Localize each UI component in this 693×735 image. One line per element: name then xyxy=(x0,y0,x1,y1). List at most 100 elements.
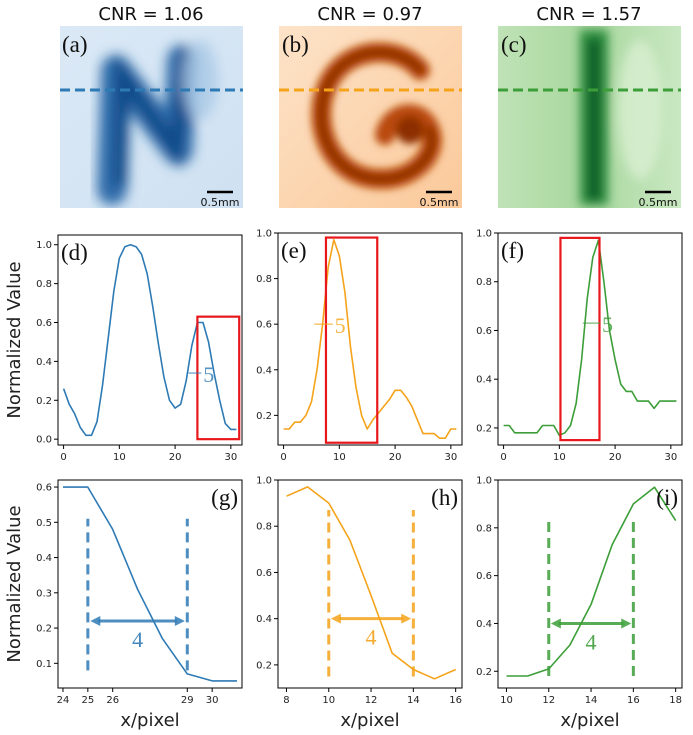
series-line xyxy=(62,243,237,437)
series-line xyxy=(286,486,457,680)
x-tick-label: 24 xyxy=(57,695,70,706)
y-tick-label: 0.2 xyxy=(256,660,272,671)
y-tick-label: 0.8 xyxy=(476,523,492,534)
series-line xyxy=(506,486,677,677)
zoom-panel-h: 8 10 12 14 16 0.2 0.4 0.6 0.8 1.0 4 (h) x/pixel xyxy=(256,476,463,731)
image-b: (b) 0.5mm xyxy=(279,26,462,209)
y-tick-label: 0.6 xyxy=(476,571,492,582)
x-tick-label: 0 xyxy=(60,452,66,463)
image-a: (a) 0.5mm xyxy=(60,26,243,208)
x-tick-label: 25 xyxy=(81,695,94,706)
width-arrow-head-right xyxy=(401,613,412,624)
panel-letter: (e) xyxy=(281,238,307,263)
roi-box xyxy=(324,236,379,444)
x-tick-label: 30 xyxy=(664,452,677,463)
scale-label-c: 0.5mm xyxy=(639,196,678,209)
axes-frame xyxy=(277,232,463,446)
x-tick-label: 30 xyxy=(206,695,219,706)
x-tick-label: 12 xyxy=(542,695,555,706)
cnr-title-b: CNR = 0.97 xyxy=(317,4,422,25)
y-tick-label: 0.1 xyxy=(36,659,52,670)
x-axis-label: x/pixel xyxy=(120,710,179,731)
width-label: 5 xyxy=(602,312,613,337)
x-tick-label: 10 xyxy=(333,452,346,463)
width-arrow-head-left xyxy=(330,613,341,624)
axes-frame xyxy=(277,479,463,689)
y-tick-label: 0.4 xyxy=(36,553,52,564)
x-tick-label: 10 xyxy=(113,452,126,463)
roi-box xyxy=(196,315,241,441)
axes-frame xyxy=(57,479,243,689)
x-tick-label: 10 xyxy=(500,695,513,706)
y-tick-label: 0.8 xyxy=(476,277,492,288)
width-arrow-head-right xyxy=(621,618,632,629)
panel-letter-b: (b) xyxy=(282,32,309,57)
series-line xyxy=(63,486,237,682)
y-tick-label: 0.4 xyxy=(256,365,272,376)
y-tick-label: 1.0 xyxy=(256,476,272,487)
width-label: 5 xyxy=(203,362,214,387)
x-tick-label: 0 xyxy=(500,452,506,463)
y-tick-label: 0.8 xyxy=(36,279,52,290)
cnr-title-c: CNR = 1.57 xyxy=(536,4,641,25)
series-line xyxy=(503,239,677,437)
x-tick-label: 0 xyxy=(280,452,286,463)
x-tick-label: 20 xyxy=(169,452,182,463)
x-tick-label: 29 xyxy=(181,695,194,706)
x-tick-label: 20 xyxy=(609,452,622,463)
x-tick-label: 16 xyxy=(627,695,640,706)
panel-letter-a: (a) xyxy=(62,32,88,57)
y-tick-label: 1.0 xyxy=(256,229,272,240)
width-label: 4 xyxy=(586,629,597,654)
x-tick-label: 14 xyxy=(585,695,598,706)
cnr-title-a: CNR = 1.06 xyxy=(98,4,203,25)
y-tick-label: 0.0 xyxy=(36,435,52,446)
width-label: 4 xyxy=(132,627,143,652)
y-tick-label: 0.2 xyxy=(476,423,492,434)
y-tick-label: 0.8 xyxy=(256,522,272,533)
y-tick-label: 0.6 xyxy=(36,318,52,329)
x-tick-label: 12 xyxy=(365,695,378,706)
panel-letter: (d) xyxy=(61,240,88,265)
y-tick-label: 0.2 xyxy=(36,624,52,635)
series-line xyxy=(283,239,457,439)
profile-panel-e: 0 10 20 30 0.2 0.4 0.6 0.8 1.0 5 (e) xyxy=(256,229,463,463)
y-tick-label: 0.6 xyxy=(256,568,272,579)
x-axis-label: x/pixel xyxy=(340,710,399,731)
panel-letter: (f) xyxy=(501,238,524,263)
x-tick-label: 14 xyxy=(407,695,420,706)
y-tick-label: 0.4 xyxy=(476,619,492,630)
y-tick-label: 0.3 xyxy=(36,588,52,599)
y-tick-label: 0.6 xyxy=(256,320,272,331)
panel-letter: (i) xyxy=(656,485,678,510)
x-tick-label: 30 xyxy=(224,452,237,463)
profile-panel-f: 0 10 20 30 0.2 0.4 0.6 0.8 1.0 5 (f) xyxy=(476,229,683,463)
x-tick-label: 10 xyxy=(322,695,335,706)
y-tick-label: 0.4 xyxy=(256,614,272,625)
width-label: 5 xyxy=(335,313,346,338)
y-tick-label: 0.2 xyxy=(256,411,272,422)
image-c: (c) 0.5mm xyxy=(498,26,681,209)
scale-label-b: 0.5mm xyxy=(420,196,459,209)
y-tick-label: 1.0 xyxy=(476,229,492,240)
y-tick-label: 0.2 xyxy=(476,667,492,678)
zoom-panel-i: 10 12 14 16 18 0.2 0.4 0.6 0.8 1.0 4 (i) x/pixel xyxy=(476,476,683,731)
y-tick-label: 1.0 xyxy=(36,240,52,251)
profile-panel-d: 0 10 20 30 0.0 0.2 0.4 0.6 0.8 1.0 5 (d) Normalized … xyxy=(4,234,243,463)
y-axis-label: Normalized Value xyxy=(4,505,25,662)
y-tick-label: 0.8 xyxy=(256,274,272,285)
x-tick-label: 18 xyxy=(669,695,682,706)
y-axis-label: Normalized Value xyxy=(4,261,25,418)
x-tick-label: 10 xyxy=(553,452,566,463)
axes-frame xyxy=(57,234,243,446)
image-panel-c: CNR = 1.57 (c) 0.5mm xyxy=(498,4,681,209)
x-tick-label: 26 xyxy=(106,695,119,706)
width-label: 4 xyxy=(366,625,377,650)
width-arrow-head-left xyxy=(550,618,561,629)
y-tick-label: 1.0 xyxy=(476,476,492,487)
x-axis-label: x/pixel xyxy=(560,710,619,731)
x-tick-label: 20 xyxy=(389,452,402,463)
x-tick-label: 30 xyxy=(444,452,457,463)
y-tick-label: 0.6 xyxy=(476,326,492,337)
